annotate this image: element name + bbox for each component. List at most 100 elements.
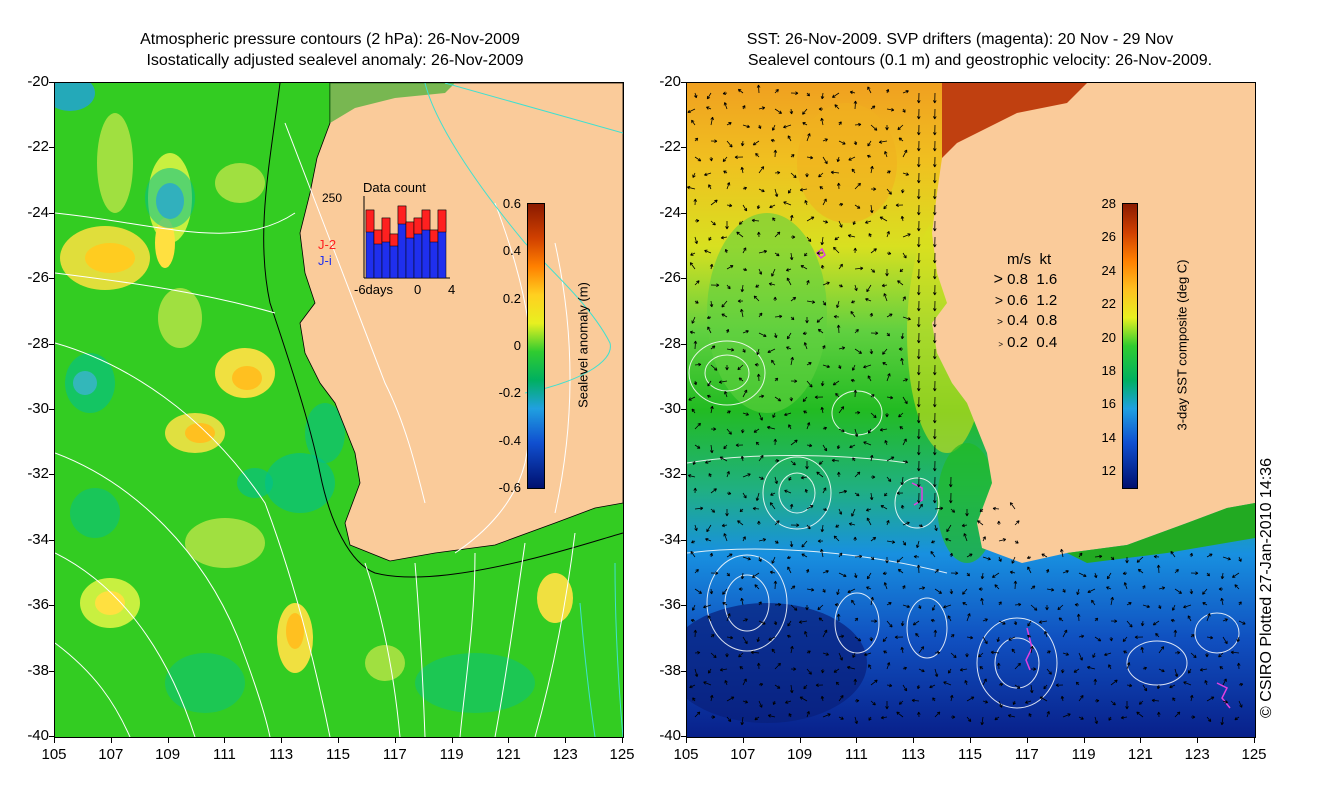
velocity-arrow: [758, 601, 762, 606]
velocity-arrow: [758, 620, 766, 625]
velocity-arrow: [790, 523, 800, 527]
velocity-arrow: [822, 156, 828, 165]
velocity-arrow: [982, 556, 991, 561]
velocity-arrow: [1206, 635, 1214, 640]
velocity-arrow: [836, 300, 840, 309]
velocity-arrow: [1104, 652, 1112, 657]
velocity-arrow: [737, 88, 744, 94]
right-y-tick-mark: [681, 82, 687, 83]
velocity-arrow: [691, 316, 696, 324]
right-x-tick-mark: [856, 737, 858, 743]
velocity-arrow: [851, 168, 856, 174]
velocity-arrow: [961, 523, 968, 528]
velocity-arrow: [786, 277, 792, 286]
velocity-arrow: [740, 716, 744, 726]
velocity-arrow: [916, 492, 921, 504]
velocity-arrow: [710, 405, 714, 414]
velocity-arrow: [693, 487, 697, 494]
velocity-arrow: [916, 412, 921, 424]
velocity-arrow: [982, 678, 987, 686]
velocity-arrow: [916, 140, 921, 152]
velocity-arrow: [694, 569, 699, 574]
velocity-arrow: [838, 572, 847, 578]
velocity-arrow: [886, 251, 892, 256]
velocity-arrow: [870, 679, 878, 686]
velocity-arrow: [996, 662, 1001, 670]
velocity-arrow: [789, 540, 794, 548]
velocity-arrow: [694, 711, 701, 718]
left-y-tick: -22: [27, 138, 49, 156]
velocity-arrow: [757, 231, 761, 238]
velocity-arrow: [820, 380, 825, 387]
velocity-arrow: [817, 328, 824, 334]
velocity-arrow: [966, 572, 970, 577]
velocity-arrow: [1039, 696, 1048, 702]
velocity-arrow: [982, 700, 989, 704]
arrow-icon: >: [998, 340, 1003, 349]
left-x-tick-mark: [167, 737, 169, 743]
velocity-arrow: [838, 489, 848, 494]
velocity-arrow: [787, 188, 792, 194]
velocity-arrow: [916, 268, 921, 280]
velocity-arrow: [1183, 681, 1192, 686]
velocity-arrow: [1126, 683, 1133, 688]
velocity-arrow: [867, 140, 872, 147]
left-y-tick-mark: [49, 409, 55, 410]
velocity-arrow: [806, 588, 815, 592]
left-y-tick-mark: [49, 474, 55, 476]
inset-bar-red: [373, 229, 383, 245]
inset-title: Data count: [363, 180, 426, 195]
velocity-arrow: [1030, 604, 1038, 611]
velocity-arrow: [1044, 631, 1048, 638]
velocity-arrow: [725, 328, 730, 334]
velocity-arrow: [767, 714, 776, 718]
velocity-arrow: [706, 394, 712, 399]
velocity-arrow: [851, 364, 856, 371]
velocity-arrow: [894, 635, 904, 639]
velocity-arrow: [694, 422, 701, 430]
inset-xtick-start: -6days: [354, 282, 394, 297]
velocity-arrow: [982, 618, 988, 622]
velocity-arrow: [865, 220, 872, 224]
velocity-arrow: [931, 540, 936, 544]
sealevel-colorbar-tick: -0.4: [498, 432, 521, 448]
velocity-arrow: [1219, 666, 1224, 670]
velocity-arrow: [1236, 636, 1241, 643]
velocity-arrow: [820, 264, 825, 270]
velocity-arrow: [867, 428, 872, 434]
velocity-arrow: [854, 284, 858, 292]
velocity-arrow: [886, 373, 891, 382]
velocity-arrow: [896, 556, 904, 563]
velocity-arrow: [1152, 620, 1160, 626]
velocity-arrow: [1093, 572, 1098, 579]
cyan-contours: [424, 83, 623, 737]
velocity-arrow: [943, 681, 952, 686]
velocity-arrow: [870, 331, 879, 335]
velocity-arrow: [918, 524, 923, 528]
velocity-arrow: [690, 550, 696, 558]
velocity-arrow: [740, 140, 745, 147]
velocity-arrow: [725, 221, 729, 230]
velocity-arrow: [879, 428, 888, 432]
velocity-arrow: [786, 332, 792, 340]
velocity-arrow: [822, 444, 828, 452]
velocity-arrow: [818, 172, 824, 178]
velocity-arrow: [694, 506, 704, 511]
velocity-arrow: [786, 346, 792, 350]
velocity-arrow: [710, 116, 714, 126]
right-y-tick: -26: [659, 269, 681, 287]
velocity-arrow: [1137, 568, 1144, 574]
velocity-arrow: [833, 668, 840, 673]
velocity-arrow: [932, 188, 937, 200]
right-y-tick-mark: [681, 605, 687, 607]
velocity-arrow: [868, 664, 872, 670]
velocity-arrow: [1027, 620, 1032, 627]
velocity-arrow: [949, 588, 954, 595]
velocity-arrow: [836, 444, 841, 450]
velocity-arrow: [1126, 620, 1133, 628]
velocity-arrow: [900, 332, 905, 340]
velocity-arrow: [1045, 605, 1049, 611]
velocity-arrow: [886, 662, 891, 670]
sealevel-colorbar-tick: 0.2: [502, 290, 521, 306]
velocity-arrow: [1158, 586, 1166, 590]
